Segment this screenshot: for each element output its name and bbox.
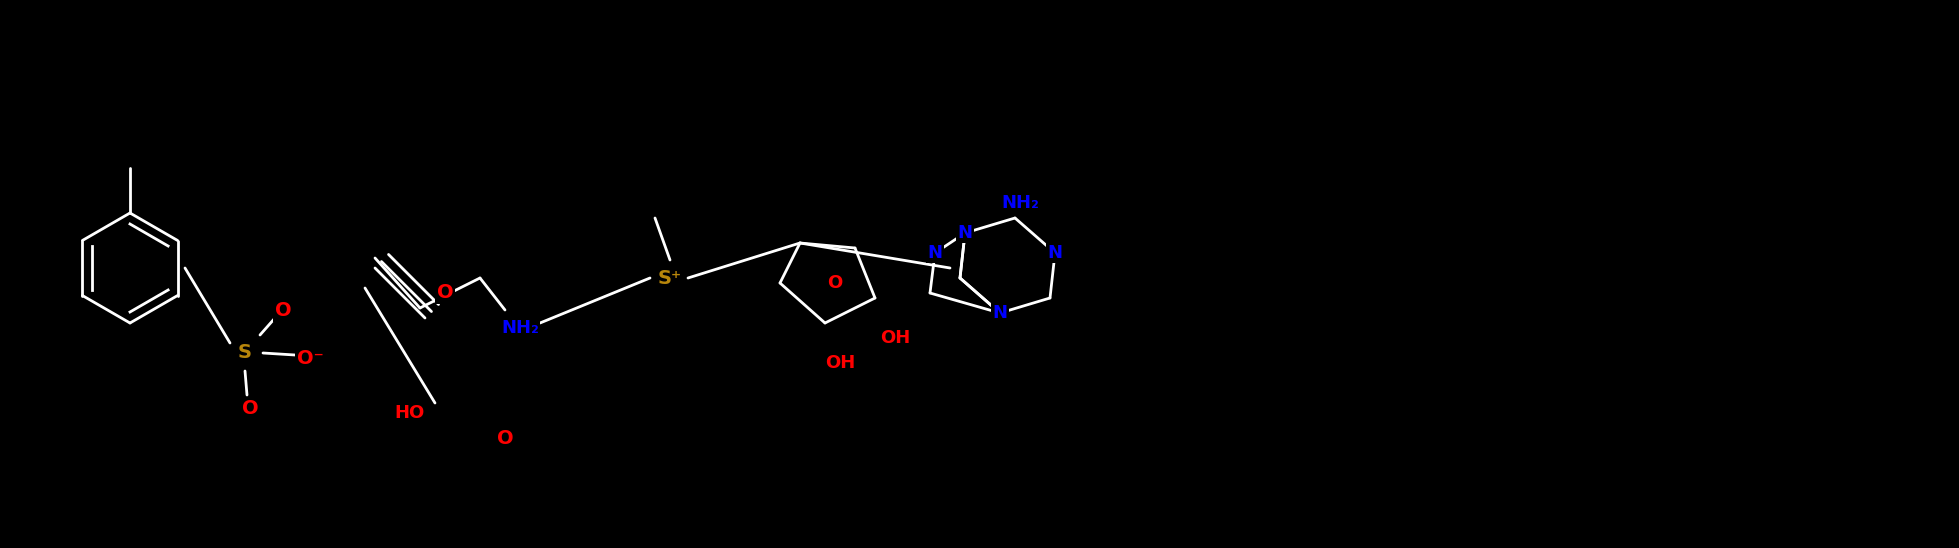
Text: N: N [993,304,1007,322]
Text: O: O [498,429,513,448]
Text: N: N [927,244,942,262]
Text: OH: OH [825,354,856,372]
Text: OH: OH [880,329,911,347]
Text: N: N [958,224,972,242]
Text: O: O [437,283,453,302]
Text: O: O [274,301,292,321]
Text: O: O [241,398,259,418]
Text: HO: HO [396,404,425,422]
Text: S: S [237,344,253,362]
Text: S⁺: S⁺ [658,269,682,288]
Text: O⁻: O⁻ [296,349,323,368]
Text: O: O [827,274,842,292]
Text: N: N [1048,244,1062,262]
Text: NH₂: NH₂ [502,319,539,337]
Text: NH₂: NH₂ [1001,194,1038,212]
